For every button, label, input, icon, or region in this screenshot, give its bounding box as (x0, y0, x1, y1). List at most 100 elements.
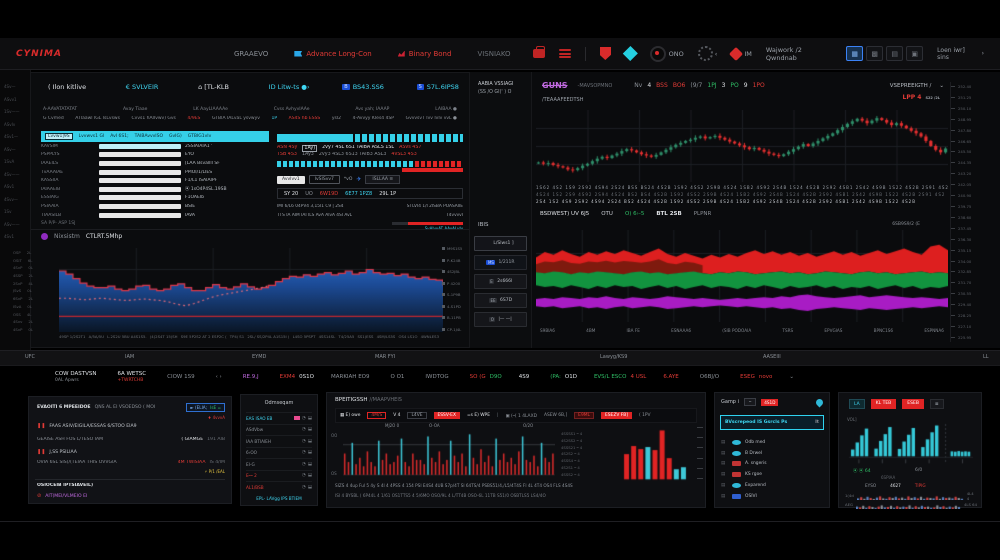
instrument-header-item[interactable]: B BS43.SS6 (342, 83, 384, 91)
location-pin-icon[interactable] (814, 397, 825, 407)
edge-sidebar-item[interactable]: 1Sv (4, 209, 12, 214)
form-tab[interactable]: GvIG) (169, 134, 182, 139)
ticker-item[interactable]: O6BJ/O (699, 373, 720, 380)
ticker-item[interactable]: 6.AYE (663, 373, 679, 380)
view-mode-button[interactable]: ▣ (906, 46, 924, 61)
menu-icon[interactable] (559, 49, 571, 58)
volume-bar-chart[interactable] (623, 425, 687, 481)
tool-button[interactable]: MS 1/211R (474, 255, 527, 270)
menu-item[interactable]: GRAAEVO (233, 49, 269, 58)
box-icon[interactable]: ⬓ (307, 461, 312, 467)
analytics-toolbar-item[interactable]: ▦ E) owe (340, 413, 361, 418)
input-field[interactable] (99, 178, 181, 184)
record-icon[interactable] (649, 45, 666, 62)
panel-button[interactable]: ESEB (902, 399, 924, 409)
highlighted-entry[interactable]: BVscrepeod IS Gsrcls Ps It (720, 415, 824, 430)
watchlist-row[interactable]: IAA BTIAIEH ◔ ⬓ (246, 435, 312, 447)
indicator-band-chart[interactable] (536, 230, 948, 322)
group-row[interactable]: ▤ A. sngeris (721, 461, 767, 467)
clock-icon[interactable]: ◔ (301, 438, 306, 444)
chart-toolbar-item[interactable]: O) 6›-5 (624, 211, 645, 217)
analytics-toolbar-item[interactable]: ▣ (⎯( 1 4LAXD (505, 413, 537, 419)
chart-toolbar-item[interactable]: OTU (601, 211, 613, 217)
panel-button[interactable]: KL TEB (870, 399, 897, 409)
input-field[interactable] (99, 186, 181, 192)
gear-icon[interactable] (697, 46, 713, 61)
watchlist-footer-link[interactable]: EPL- LAVgg IPS BTIEM (256, 496, 302, 501)
clock-icon[interactable]: ◔ (301, 461, 306, 467)
watchlist-row[interactable]: ASdVbw ◔ ⬓ (246, 423, 312, 436)
ticker-item[interactable]: (PA: O1D (550, 373, 577, 380)
analytics-toolbar-item[interactable]: ESSV-EX (433, 412, 460, 419)
edge-sidebar-item[interactable]: 4Sv1— (4, 134, 18, 139)
order-button[interactable]: ✈ (356, 176, 362, 183)
input-field[interactable] (99, 212, 181, 218)
ticker-item[interactable]: CIOW 1S9 (167, 373, 195, 380)
input-field[interactable] (99, 169, 181, 175)
input-field[interactable] (99, 143, 181, 149)
ticker-item[interactable]: COW DASTVSN 0AL Apwrs (55, 371, 97, 383)
instrument-header-item[interactable]: ⌂ [TL-KLB (198, 83, 229, 91)
box-icon[interactable]: ⬓ (307, 438, 312, 444)
analytics-toolbar-item[interactable]: ( 1PV (638, 413, 651, 418)
edge-sidebar-item[interactable]: 1SvA (4, 159, 15, 164)
clock-icon[interactable]: ◔ (301, 473, 306, 479)
form-tab[interactable]: GTBIG1vIv (187, 134, 212, 139)
group-row[interactable]: ▤ KS rgoe (721, 472, 762, 478)
sparkline-chart[interactable] (856, 491, 964, 500)
analytics-toolbar-item[interactable]: V 4 (393, 413, 401, 418)
panel-button[interactable]: ≣ (929, 399, 944, 409)
menu-item[interactable]: Advance Long-Con (294, 50, 372, 58)
symbol-ticker[interactable]: GUNS (542, 81, 568, 90)
form-tab[interactable]: TAIBAvvvISO (134, 134, 164, 139)
ticker-item[interactable]: EVS/L ESCO 4 USL (593, 373, 647, 380)
chart-toolbar-item[interactable]: BSDWEST) UV 6J5 (540, 211, 590, 217)
edge-sidebar-item[interactable]: 4Svv— (4, 196, 18, 202)
play-button[interactable]: ► (ELIA; IsE = (186, 403, 225, 412)
group-row[interactable]: ▤ Odb med (721, 439, 766, 445)
session-selector[interactable]: Loen iwr] sins › (937, 46, 985, 61)
edge-sidebar-item[interactable]: ASv1 (4, 184, 15, 189)
clock-icon[interactable]: ◔ (301, 450, 306, 456)
order-button[interactable]: IvSISvv7 (308, 175, 340, 184)
view-mode-button[interactable]: ▤ (886, 46, 904, 61)
menu-item[interactable]: VISNIAKO (477, 49, 511, 58)
clock-icon[interactable]: ◔ (301, 427, 306, 433)
tool-button[interactable]: EE 6S7D (474, 293, 527, 308)
tag-icon[interactable] (729, 46, 744, 61)
edge-sidebar-item[interactable]: 1Sv—— (4, 109, 20, 114)
watchlist-row[interactable]: E⎯⎯ 2 ◔ ⬓ (246, 469, 312, 482)
analytics-toolbar-item[interactable]: =s E) WPE (466, 413, 490, 418)
clock-icon[interactable]: ◔ (301, 484, 306, 490)
ticker-item[interactable]: 4S9 (518, 373, 530, 380)
watchlist-row[interactable]: 6›OO ◔ ⬓ (246, 446, 312, 459)
alert-row[interactable]: GEAISE ASH FOS L/TESO IAM ( GIAMGE 191 A… (37, 437, 225, 442)
instrument-header-item[interactable]: ( Ilon kitlive (48, 83, 87, 91)
tool-button[interactable]: L/Slws1 ] (474, 236, 527, 251)
form-tab[interactable]: AvI 6S1; (110, 134, 129, 139)
analytics-toolbar-item[interactable]: ESEZV FB] (600, 412, 632, 419)
group-row[interactable]: ▤ B Drwel (721, 450, 763, 456)
edge-sidebar-item[interactable]: ASvIv (4, 121, 16, 127)
alert-row[interactable]: OVIA 6SL SIS(/(TEIAA THIS OVVGIA 4M TWIS… (37, 460, 225, 465)
alert-row[interactable]: ❚❚ FAAS ASIV/EIGILA/ESSAS 6/STOO EIA9 (37, 423, 137, 429)
view-mode-button[interactable]: ▦ (846, 46, 864, 61)
collapse-button[interactable]: ⎯ (743, 398, 757, 406)
edge-sidebar-item[interactable]: ASv—— (4, 221, 20, 227)
box-icon[interactable]: ⬓ (307, 450, 312, 456)
input-field[interactable] (99, 152, 181, 158)
histogram-chart[interactable] (847, 422, 975, 466)
briefcase-icon[interactable] (532, 46, 546, 58)
tool-button[interactable]: O |— —| (474, 312, 527, 327)
chart-toolbar-item[interactable]: PLPNR (693, 211, 712, 217)
analytics-toolbar-item[interactable]: 4M/S (367, 412, 387, 419)
price-axis[interactable]: 252.40 251.25 250.10 248.95 247.80 246.65 245.… (950, 82, 1000, 342)
ticker-item[interactable]: 6A WETSC +TWRTCHB (117, 371, 147, 383)
candlestick-chart[interactable] (536, 110, 948, 182)
alert-row[interactable]: ❚❚ J,SS PSILIAA (37, 449, 77, 455)
analytics-toolbar-item[interactable]: E9ML (574, 412, 594, 419)
menu-item[interactable]: Binary Bond (397, 50, 451, 58)
order-button[interactable]: AvvIvv1 (277, 175, 305, 184)
ticker-item[interactable]: ‹ › (215, 373, 222, 380)
watchlist-row[interactable]: EAS ISAO EB ◔ ⬓ (246, 412, 312, 424)
